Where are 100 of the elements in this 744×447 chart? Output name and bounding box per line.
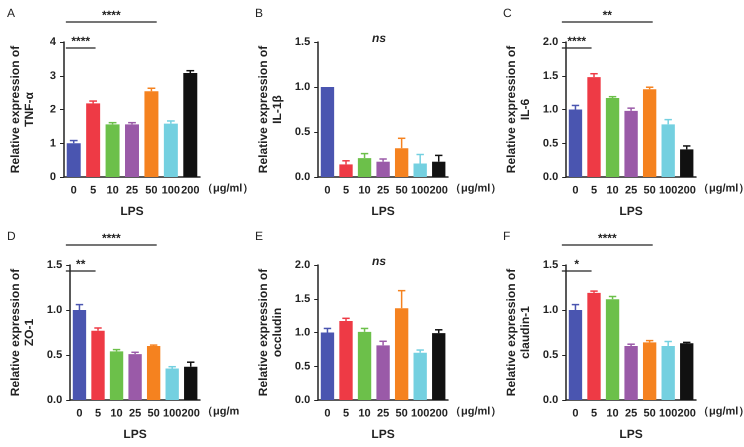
bar — [358, 332, 372, 400]
y-axis-title: Relative expression of occludin — [256, 268, 284, 396]
y-tick-label: 0.0 — [294, 394, 310, 406]
x-tick-label: 5 — [590, 408, 598, 420]
text: （μg/ml） — [698, 406, 744, 418]
bar — [568, 110, 582, 177]
chart-title: D — [7, 229, 16, 243]
bar — [432, 333, 446, 400]
y-tick-label: 1.0 — [294, 81, 310, 93]
y-tick-label: 1.0 — [46, 304, 62, 316]
y-axis-title: Relative expression of claudin-1 — [504, 268, 532, 396]
x-tick-label: 100 — [659, 184, 678, 196]
x-tick-label: 10 — [358, 408, 371, 420]
x-tick-label: 10 — [110, 408, 123, 420]
text: **** — [102, 8, 121, 22]
chart-title: F — [503, 229, 510, 243]
x-axis-title: LPS — [619, 204, 643, 218]
y-tick-label: 3 — [50, 70, 56, 82]
bar — [414, 352, 427, 400]
x-axis-title: LPS — [619, 427, 643, 441]
bar — [66, 143, 81, 177]
y-tick-label: 0.5 — [542, 349, 558, 361]
y-tick-label: 4 — [50, 36, 57, 48]
bar — [624, 110, 638, 177]
text: （μg/ml） — [450, 182, 502, 194]
x-tick-label: 50 — [644, 184, 656, 196]
chart-title: A — [7, 6, 16, 20]
x-tick-label: 10 — [606, 184, 619, 196]
x-tick-label: 200 — [678, 408, 696, 420]
y-tick-label: 0.5 — [294, 126, 310, 138]
bar — [376, 162, 390, 177]
annotation: ns — [372, 254, 386, 268]
bar — [144, 91, 158, 177]
x-axis-title: LPS — [123, 427, 147, 441]
y-tick-label: 2 — [50, 104, 56, 116]
annotation: **** — [567, 34, 586, 48]
text: **** — [102, 231, 121, 245]
bar — [642, 89, 656, 177]
x-tick-label: 0 — [324, 184, 331, 196]
y-tick-label: 0.5 — [542, 137, 558, 150]
chart-title: B — [255, 6, 264, 20]
x-tick-label: 5 — [342, 408, 350, 420]
bar — [680, 343, 694, 400]
y-tick-label: 0.5 — [46, 349, 62, 361]
bar — [110, 351, 124, 400]
y-tick-label: 2.0 — [542, 36, 558, 48]
x-tick-label: 100 — [659, 408, 678, 420]
bar — [339, 321, 353, 400]
bar — [183, 73, 198, 177]
x-axis-title: LPS — [120, 204, 144, 218]
y-tick-label: 1.0 — [542, 304, 558, 316]
bar — [91, 330, 105, 400]
x-tick-label: 5 — [590, 184, 598, 196]
y-axis-title: Relative expression of IL-1β — [256, 44, 284, 174]
y-tick-label: 1.5 — [294, 36, 310, 48]
bar — [624, 346, 638, 400]
y-tick-label: 0.0 — [294, 171, 310, 183]
bar — [320, 87, 334, 177]
chart-title: C — [503, 6, 512, 20]
y-tick-label: 1 — [50, 137, 56, 150]
x-tick-label: 50 — [396, 184, 408, 196]
annotation: **** — [71, 34, 90, 48]
y-tick-label: 0.0 — [542, 394, 558, 406]
x-tick-label: 50 — [145, 184, 158, 196]
x-tick-label: 100 — [162, 184, 180, 196]
text: （μg/ml） — [450, 406, 502, 418]
x-tick-label: 5 — [94, 408, 102, 420]
x-tick-label: 10 — [606, 408, 619, 420]
y-axis-title: Relative expression of ZO-1 — [8, 268, 36, 396]
annotation: ** — [76, 257, 86, 271]
bar — [587, 292, 601, 400]
bar — [128, 354, 142, 400]
y-tick-label: 1.5 — [542, 70, 558, 82]
x-tick-label: 0 — [70, 184, 77, 196]
x-tick-label: 100 — [163, 408, 182, 420]
x-tick-label: 25 — [376, 184, 390, 196]
y-tick-label: 1.5 — [294, 292, 310, 305]
y-tick-label: 1.0 — [542, 104, 558, 116]
bar — [358, 158, 372, 177]
bar — [606, 98, 620, 177]
y-axis-title: Relative expression of TNF-α — [8, 44, 36, 174]
bar — [376, 345, 390, 400]
x-tick-label: 5 — [90, 184, 96, 196]
bar — [662, 124, 675, 177]
text: **** — [598, 231, 617, 245]
y-tick-label: 0.0 — [542, 171, 558, 183]
x-tick-label: 0 — [572, 408, 579, 420]
x-tick-label: 5 — [342, 184, 350, 196]
bar — [680, 149, 694, 177]
x-tick-label: 10 — [106, 184, 119, 196]
text: （μg/ml） — [202, 182, 254, 194]
y-tick-label: 1.5 — [542, 259, 558, 271]
y-axis-title: Relative expression of IL-6 — [504, 44, 532, 174]
bar — [184, 366, 198, 400]
x-tick-label: 50 — [148, 408, 160, 420]
x-axis-title: LPS — [371, 204, 395, 218]
bar — [86, 103, 100, 177]
bar — [642, 342, 656, 400]
x-tick-label: 200 — [678, 184, 696, 196]
bar — [166, 368, 179, 400]
